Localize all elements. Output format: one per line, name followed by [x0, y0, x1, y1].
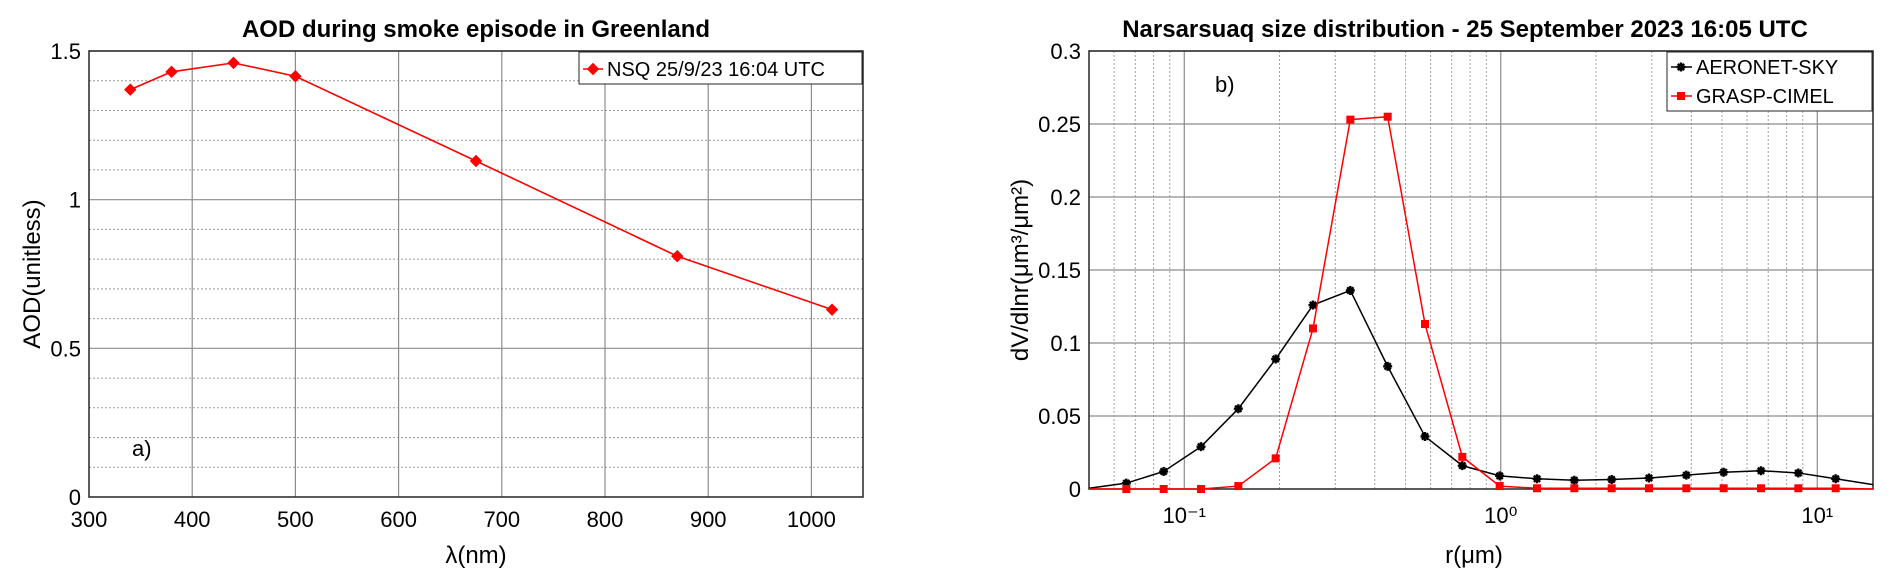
aeronet-sky-data-point — [1495, 471, 1505, 481]
aeronet-sky-data-point — [1345, 285, 1355, 295]
aod-panel-annotation: a) — [132, 436, 152, 461]
aeronet-sky-data-point — [1383, 361, 1393, 371]
aeronet-sky-data-point — [1831, 474, 1841, 484]
size-dist-ticks: 10⁻¹ 10⁰ 10¹ 0 0.05 0.1 0.15 0.2 0.25 0.3 — [1038, 39, 1833, 528]
aeronet-sky-data-point — [1121, 478, 1131, 488]
aod-legend-box — [578, 51, 863, 85]
grasp-cimel-data-point — [1645, 484, 1653, 493]
grasp-cimel-data-point — [1196, 485, 1205, 493]
aeronet-sky-data-point — [1308, 300, 1318, 310]
aod-plot-area — [89, 51, 863, 497]
aod-data-point — [165, 65, 178, 79]
size-dist-panel-annotation: b) — [1215, 72, 1235, 97]
aeronet-sky-data-point — [1681, 470, 1691, 480]
aod-x-tick-label: 800 — [587, 507, 624, 532]
size-dist-x-tick-label: 10⁻¹ — [1163, 503, 1206, 528]
aod-y-tick-label: 0 — [69, 485, 81, 510]
size-dist-y-axis-label: dV/dlnr(μm³/μm²) — [1007, 179, 1034, 361]
size-dist-legend-label: AERONET-SKY — [1696, 57, 1838, 79]
size-dist-series — [1088, 112, 1874, 493]
size-dist-y-tick-label: 0.1 — [1050, 331, 1081, 356]
size-dist-legend-label: GRASP-CIMEL — [1696, 86, 1834, 108]
grasp-cimel-data-point — [1495, 482, 1504, 491]
aeronet-sky-data-point — [1196, 442, 1206, 452]
size-dist-y-tick-label: 0.25 — [1038, 112, 1081, 137]
aod-series — [124, 56, 839, 316]
size-dist-y-tick-label: 0 — [1069, 477, 1081, 502]
aod-chart-title: AOD during smoke episode in Greenland — [242, 16, 710, 43]
aeronet-sky-data-point — [1271, 354, 1281, 364]
size-dist-y-tick-label: 0.05 — [1038, 404, 1081, 429]
aod-data-point — [671, 249, 684, 263]
aod-data-point — [227, 56, 240, 70]
size-dist-x-axis-label: r(μm) — [1445, 542, 1503, 569]
size-dist-y-tick-label: 0.3 — [1050, 39, 1081, 64]
size-dist-y-tick-label: 0.15 — [1038, 258, 1081, 283]
grasp-cimel-data-point — [1794, 484, 1803, 493]
grasp-cimel-data-point — [1607, 484, 1616, 493]
aeronet-sky-data-point — [1793, 468, 1803, 478]
aod-y-tick-label: 0.5 — [50, 336, 81, 361]
grasp-cimel-data-point — [1346, 115, 1355, 124]
grasp-cimel-data-point — [1533, 484, 1541, 493]
grasp-cimel-data-point — [1719, 484, 1728, 493]
aod-y-tick-label: 1.5 — [50, 39, 81, 64]
size-dist-x-tick-label: 10⁰ — [1484, 503, 1517, 528]
size-dist-plot-frame — [1088, 50, 1874, 490]
grasp-cimel-data-point — [1682, 484, 1691, 493]
grasp-cimel-data-point — [1383, 112, 1392, 121]
grasp-cimel-data-point — [1234, 482, 1243, 491]
grasp-cimel-data-point — [1757, 484, 1765, 493]
aod-x-tick-label: 300 — [71, 507, 108, 532]
aod-x-tick-label: 900 — [690, 507, 727, 532]
grasp-cimel-data-point — [1570, 484, 1579, 493]
size-dist-legend-box — [1666, 51, 1873, 112]
grasp-cimel-data-point — [1159, 485, 1168, 493]
aod-legend: NSQ 25/9/23 16:04 UTC — [578, 51, 863, 85]
aod-chart: 300 400 500 600 700 800 900 1000 0 0.5 1 1.5 AOD du… — [19, 16, 864, 569]
aeronet-sky-data-point — [1233, 404, 1243, 414]
aeronet-sky-data-point — [1756, 466, 1766, 476]
aod-data-point — [469, 154, 483, 168]
grasp-cimel-data-point — [1271, 454, 1280, 463]
aod-data-point — [825, 303, 839, 316]
size-dist-series-line — [1089, 115, 1874, 490]
aeronet-sky-data-point — [1457, 461, 1467, 471]
aod-y-tick-label: 1 — [69, 188, 81, 213]
aod-ticks: 300 400 500 600 700 800 900 1000 0 0.5 1 1.5 — [50, 39, 835, 532]
aod-x-tick-label: 500 — [277, 507, 314, 532]
size-dist-legend-marker — [1676, 62, 1686, 72]
aeronet-sky-data-point — [1607, 475, 1617, 485]
grasp-cimel-data-point — [1421, 320, 1430, 329]
aeronet-sky-data-point — [1420, 431, 1430, 441]
grasp-cimel-data-point — [1309, 324, 1317, 333]
size-dist-grid — [1089, 50, 1873, 489]
aod-x-tick-label: 1000 — [787, 507, 836, 532]
size-dist-chart-title: Narsarsuaq size distribution - 25 Septem… — [1122, 16, 1808, 43]
grasp-cimel-data-point — [1831, 484, 1840, 493]
aod-x-axis-label: λ(nm) — [445, 542, 506, 569]
size-dist-legend-marker — [1677, 92, 1685, 100]
aod-x-tick-label: 700 — [483, 507, 520, 532]
size-distribution-chart: 10⁻¹ 10⁰ 10¹ 0 0.05 0.1 0.15 0.2 0.25 0.3 Narsars… — [1007, 16, 1874, 569]
aod-plot-frame — [88, 50, 864, 498]
aod-legend-marker — [586, 62, 600, 76]
aeronet-sky-data-point — [1644, 473, 1654, 483]
aeronet-sky-data-point — [1532, 474, 1542, 484]
aod-x-tick-label: 600 — [380, 507, 417, 532]
aod-y-axis-label: AOD(unitless) — [19, 199, 46, 348]
aod-x-tick-label: 400 — [174, 507, 211, 532]
grasp-cimel-data-point — [1122, 485, 1131, 493]
aod-data-point — [289, 70, 302, 83]
grasp-cimel-data-point — [1458, 452, 1467, 461]
aod-legend-label: NSQ 25/9/23 16:04 UTC — [607, 59, 825, 81]
size-dist-legend: AERONET-SKY GRASP-CIMEL — [1666, 51, 1873, 112]
size-dist-y-tick-label: 0.2 — [1050, 185, 1081, 210]
aod-data-point — [124, 83, 137, 96]
size-dist-x-tick-label: 10¹ — [1801, 503, 1833, 528]
aeronet-sky-data-point — [1159, 466, 1169, 476]
aeronet-sky-data-point — [1569, 475, 1579, 485]
aeronet-sky-data-point — [1719, 467, 1729, 477]
